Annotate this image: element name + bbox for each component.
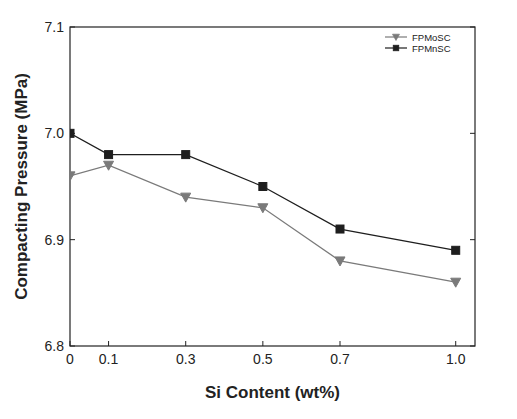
y-axis-label: Compacting Pressure (MPa) <box>12 73 31 300</box>
y-tick <box>70 346 75 347</box>
data-point <box>181 193 191 202</box>
chart: 6.8 6.9 7.0 7.1 0 0.1 0.3 0.5 0.7 1.0 Si Content (… <box>0 0 517 419</box>
series-line <box>70 133 456 250</box>
x-tick <box>185 341 186 346</box>
y-tick-label: 7.0 <box>45 125 65 141</box>
x-tick <box>455 341 456 346</box>
x-tick <box>262 341 263 346</box>
data-point <box>259 183 267 191</box>
x-tick-label: 0.3 <box>176 351 196 367</box>
legend-marker <box>393 45 399 51</box>
data-point <box>70 172 75 181</box>
legend-label: FPMoSC <box>412 32 451 43</box>
x-tick <box>70 341 71 346</box>
legend-marker <box>393 34 400 40</box>
y-tick <box>470 133 475 134</box>
y-tick <box>70 239 75 240</box>
x-axis-label: Si Content (wt%) <box>205 383 340 402</box>
y-tick <box>470 27 475 28</box>
x-tick-label: 0.7 <box>330 351 350 367</box>
y-tick <box>470 346 475 347</box>
y-tick-label: 6.8 <box>45 338 65 354</box>
data-point <box>258 204 268 213</box>
data-point <box>104 161 114 170</box>
series-line <box>70 165 456 282</box>
y-tick <box>470 239 475 240</box>
data-point <box>182 151 190 159</box>
legend-label: FPMnSC <box>412 43 451 54</box>
data-point <box>451 278 461 287</box>
y-tick-label: 7.1 <box>45 19 65 35</box>
y-tick <box>70 27 75 28</box>
x-tick <box>340 341 341 346</box>
x-tick <box>108 341 109 346</box>
y-tick-label: 6.9 <box>45 232 65 248</box>
x-tick-label: 0 <box>66 351 74 367</box>
data-point <box>452 246 460 254</box>
plot-area <box>70 129 461 287</box>
x-tick-label: 0.5 <box>253 351 273 367</box>
x-tick-label: 0.1 <box>99 351 119 367</box>
plot-frame <box>70 27 475 346</box>
data-point <box>105 151 113 159</box>
data-point <box>336 225 344 233</box>
x-tick-label: 1.0 <box>446 351 466 367</box>
data-point <box>335 257 345 266</box>
data-point <box>70 129 74 137</box>
